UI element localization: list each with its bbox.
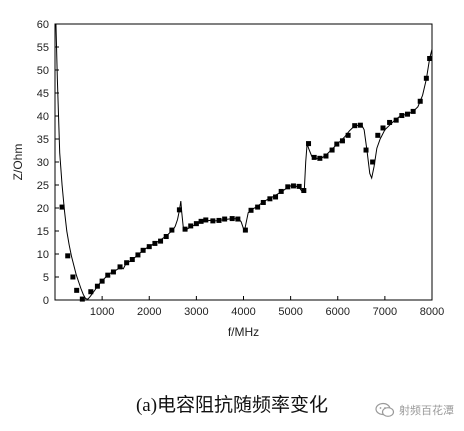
data-point-marker: [110, 269, 116, 275]
x-tick-label: 8000: [420, 306, 444, 318]
data-point-marker: [317, 155, 323, 161]
data-point-marker: [158, 238, 164, 244]
impedance-chart: 0 5 10 15 20 25 30 35 40 45 50 55 60 1000 2000 3000 400…: [11, 19, 444, 339]
data-point-marker: [248, 207, 254, 213]
y-tick-label: 35: [37, 134, 49, 146]
data-point-marker: [380, 125, 386, 131]
data-point-marker: [94, 283, 100, 289]
data-point-marker: [70, 274, 76, 280]
data-point-marker: [290, 183, 296, 189]
data-point-marker: [393, 117, 399, 123]
y-tick-label: 50: [37, 65, 49, 77]
data-point-marker: [278, 188, 284, 194]
data-point-marker: [352, 123, 358, 129]
data-point-marker: [124, 260, 130, 266]
data-point-marker: [182, 226, 188, 232]
figure-caption: (a)电容阻抗随频率变化: [135, 395, 329, 416]
data-point-marker: [399, 113, 405, 119]
x-tick-label: 4000: [231, 306, 255, 318]
x-axis-title: f/MHz: [228, 325, 259, 339]
data-point-marker: [74, 287, 80, 293]
data-point-marker: [285, 184, 291, 190]
wechat-icon: [375, 402, 395, 417]
data-point-marker: [339, 138, 345, 144]
y-axis-title: Z/Ohm: [11, 144, 25, 181]
data-point-marker: [260, 199, 266, 205]
plot-frame: [54, 23, 433, 301]
data-point-marker: [65, 253, 71, 259]
y-tick-label: 45: [37, 88, 49, 100]
data-point-marker: [242, 227, 248, 233]
x-tick-label: 5000: [278, 306, 302, 318]
data-point-marker: [410, 108, 416, 114]
data-point-marker: [296, 183, 302, 189]
y-tick-label: 5: [43, 272, 49, 284]
data-point-marker: [99, 278, 105, 284]
data-point-marker: [387, 119, 393, 125]
x-axis-ticks: 1000 2000 3000 4000 5000 6000 7000 8000: [90, 296, 444, 318]
data-point-marker: [79, 296, 85, 302]
y-tick-label: 60: [37, 19, 49, 31]
impedance-curve: [55, 23, 433, 300]
x-tick-label: 6000: [326, 306, 350, 318]
data-point-marker: [363, 147, 369, 153]
y-tick-label: 55: [37, 42, 49, 54]
x-tick-label: 2000: [137, 306, 161, 318]
y-tick-label: 20: [37, 203, 49, 215]
data-point-marker: [267, 196, 273, 202]
data-point-marker: [417, 98, 423, 104]
data-point-marker: [323, 153, 329, 159]
data-point-marker: [235, 216, 241, 222]
data-point-marker: [176, 207, 182, 213]
data-point-marker: [198, 218, 204, 224]
data-point-marker: [301, 188, 307, 194]
data-point-marker: [146, 244, 152, 250]
data-point-marker: [210, 218, 216, 224]
data-point-marker: [188, 223, 194, 229]
data-point-marker: [306, 141, 312, 147]
data-point-marker: [423, 75, 429, 81]
watermark-text: 射频百花潭: [399, 404, 454, 417]
data-point-marker: [334, 141, 340, 147]
data-point-marker: [329, 147, 335, 153]
y-tick-label: 30: [37, 157, 49, 169]
data-point-marker: [135, 252, 141, 258]
data-point-marker: [255, 204, 261, 210]
data-point-marker: [88, 289, 94, 295]
data-point-marker: [129, 257, 135, 263]
data-point-marker: [203, 217, 209, 223]
impedance-markers: [59, 56, 433, 302]
data-point-marker: [169, 227, 175, 233]
data-point-marker: [311, 154, 317, 160]
data-point-marker: [105, 272, 111, 278]
data-point-marker: [273, 194, 279, 200]
y-tick-label: 15: [37, 226, 49, 238]
x-tick-label: 3000: [184, 306, 208, 318]
data-point-marker: [163, 234, 169, 240]
y-axis-ticks: 0 5 10 15 20 25 30 35 40 45 50 55 60: [37, 19, 59, 307]
data-point-marker: [193, 221, 199, 227]
data-point-marker: [222, 216, 228, 222]
x-tick-label: 1000: [90, 306, 114, 318]
data-point-marker: [357, 122, 363, 128]
x-tick-label: 7000: [373, 306, 397, 318]
y-tick-label: 10: [37, 249, 49, 261]
data-point-marker: [117, 264, 123, 270]
y-tick-label: 0: [43, 295, 49, 307]
data-point-marker: [216, 217, 222, 223]
data-point-marker: [140, 247, 146, 253]
y-tick-label: 25: [37, 180, 49, 192]
data-point-marker: [375, 132, 381, 138]
data-point-marker: [404, 111, 410, 117]
data-point-marker: [370, 159, 376, 165]
data-point-marker: [152, 240, 158, 246]
plot-border: [54, 23, 433, 301]
y-tick-label: 40: [37, 111, 49, 123]
watermark: 射频百花潭: [375, 402, 454, 418]
data-point-marker: [229, 216, 235, 222]
data-point-marker: [345, 132, 351, 138]
data-point-marker: [427, 56, 433, 61]
data-point-marker: [59, 204, 65, 210]
